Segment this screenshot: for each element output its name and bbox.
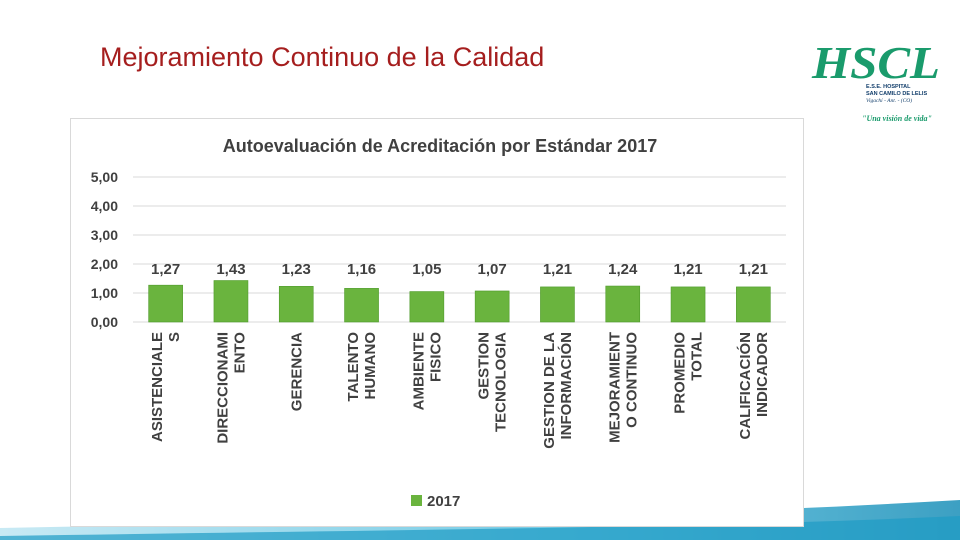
hospital-logo: HSCL E.S.E. HOSPITAL SAN CAMILO DE LELIS… <box>806 28 946 126</box>
logo-mark: HSCL <box>811 37 940 88</box>
x-tick-label: INFORMACIÓN <box>557 332 575 440</box>
legend-swatch <box>411 495 422 506</box>
x-tick-label: ASISTENCIALE <box>149 332 166 442</box>
bar <box>474 290 510 323</box>
x-tick-label: GESTION <box>476 332 493 400</box>
data-label: 1,43 <box>216 261 245 278</box>
bar <box>736 286 771 323</box>
y-tick-label: 5,00 <box>91 169 118 185</box>
bar <box>540 286 575 323</box>
x-tick-label: AMBIENTE <box>410 332 427 410</box>
bar <box>278 286 314 323</box>
x-tick-label: INDICADOR <box>754 332 771 417</box>
y-tick-label: 1,00 <box>91 285 118 301</box>
x-tick-label: TECNOLOGIA <box>493 332 510 432</box>
data-label: 1,24 <box>608 261 638 278</box>
data-label: 1,05 <box>412 261 441 278</box>
data-label: 1,21 <box>543 261 572 278</box>
bar <box>148 284 183 323</box>
x-tick-label: S <box>166 332 183 342</box>
x-tick-label: CALIFICACIÓN <box>736 332 754 440</box>
legend: 2017 <box>411 493 460 510</box>
chart-panel: Autoevaluación de Acreditación por Están… <box>70 118 804 527</box>
x-tick-label: DIRECCIONAMI <box>214 332 231 444</box>
y-tick-label: 4,00 <box>91 198 118 214</box>
x-tick-label: ENTO <box>231 332 248 374</box>
x-tick-label: TALENTO <box>345 332 362 402</box>
y-tick-label: 0,00 <box>91 314 118 330</box>
logo-line2: SAN CAMILO DE LELIS <box>866 91 927 97</box>
x-tick-label: FISICO <box>427 332 444 382</box>
bar <box>409 291 445 323</box>
logo-line3: Vigachí - Ant. - (CO) <box>866 97 912 104</box>
bar <box>670 286 706 323</box>
bar <box>344 288 379 323</box>
bar-chart: Autoevaluación de Acreditación por Están… <box>91 136 786 510</box>
logo-line1: E.S.E. HOSPITAL <box>866 84 911 90</box>
y-tick-label: 3,00 <box>91 227 118 243</box>
x-tick-label: TOTAL <box>689 332 706 381</box>
bars <box>148 280 771 323</box>
data-label: 1,16 <box>347 261 376 278</box>
x-tick-label: HUMANO <box>362 332 379 400</box>
y-tick-label: 2,00 <box>91 256 118 272</box>
logo-slogan: "Una visión de vida" <box>862 114 932 123</box>
x-tick-label: MEJORAMIENT <box>606 332 623 443</box>
data-label: 1,07 <box>478 261 507 278</box>
slide-title: Mejoramiento Continuo de la Calidad <box>100 42 545 72</box>
data-label: 1,21 <box>739 261 768 278</box>
data-label: 1,27 <box>151 261 180 278</box>
data-label: 1,21 <box>673 261 702 278</box>
data-labels: 1,27 1,43 1,23 1,16 1,05 1,07 1,21 1,24 1,21 1,21 <box>151 261 768 278</box>
y-axis-ticks: 0,00 1,00 2,00 3,00 4,00 5,00 <box>91 169 118 330</box>
legend-label: 2017 <box>427 493 460 510</box>
bar <box>213 280 249 323</box>
x-axis-labels: ASISTENCIALE S DIRECCIONAMI ENTO GERENCIA TAL… <box>149 332 771 449</box>
x-tick-label: GERENCIA <box>288 332 305 411</box>
x-tick-label: GESTION DE LA <box>541 332 558 449</box>
data-label: 1,23 <box>282 261 311 278</box>
chart-title: Autoevaluación de Acreditación por Están… <box>223 136 657 156</box>
x-tick-label: O CONTINUO <box>623 332 640 428</box>
x-tick-label: PROMEDIO <box>672 332 689 414</box>
bar <box>605 285 641 323</box>
